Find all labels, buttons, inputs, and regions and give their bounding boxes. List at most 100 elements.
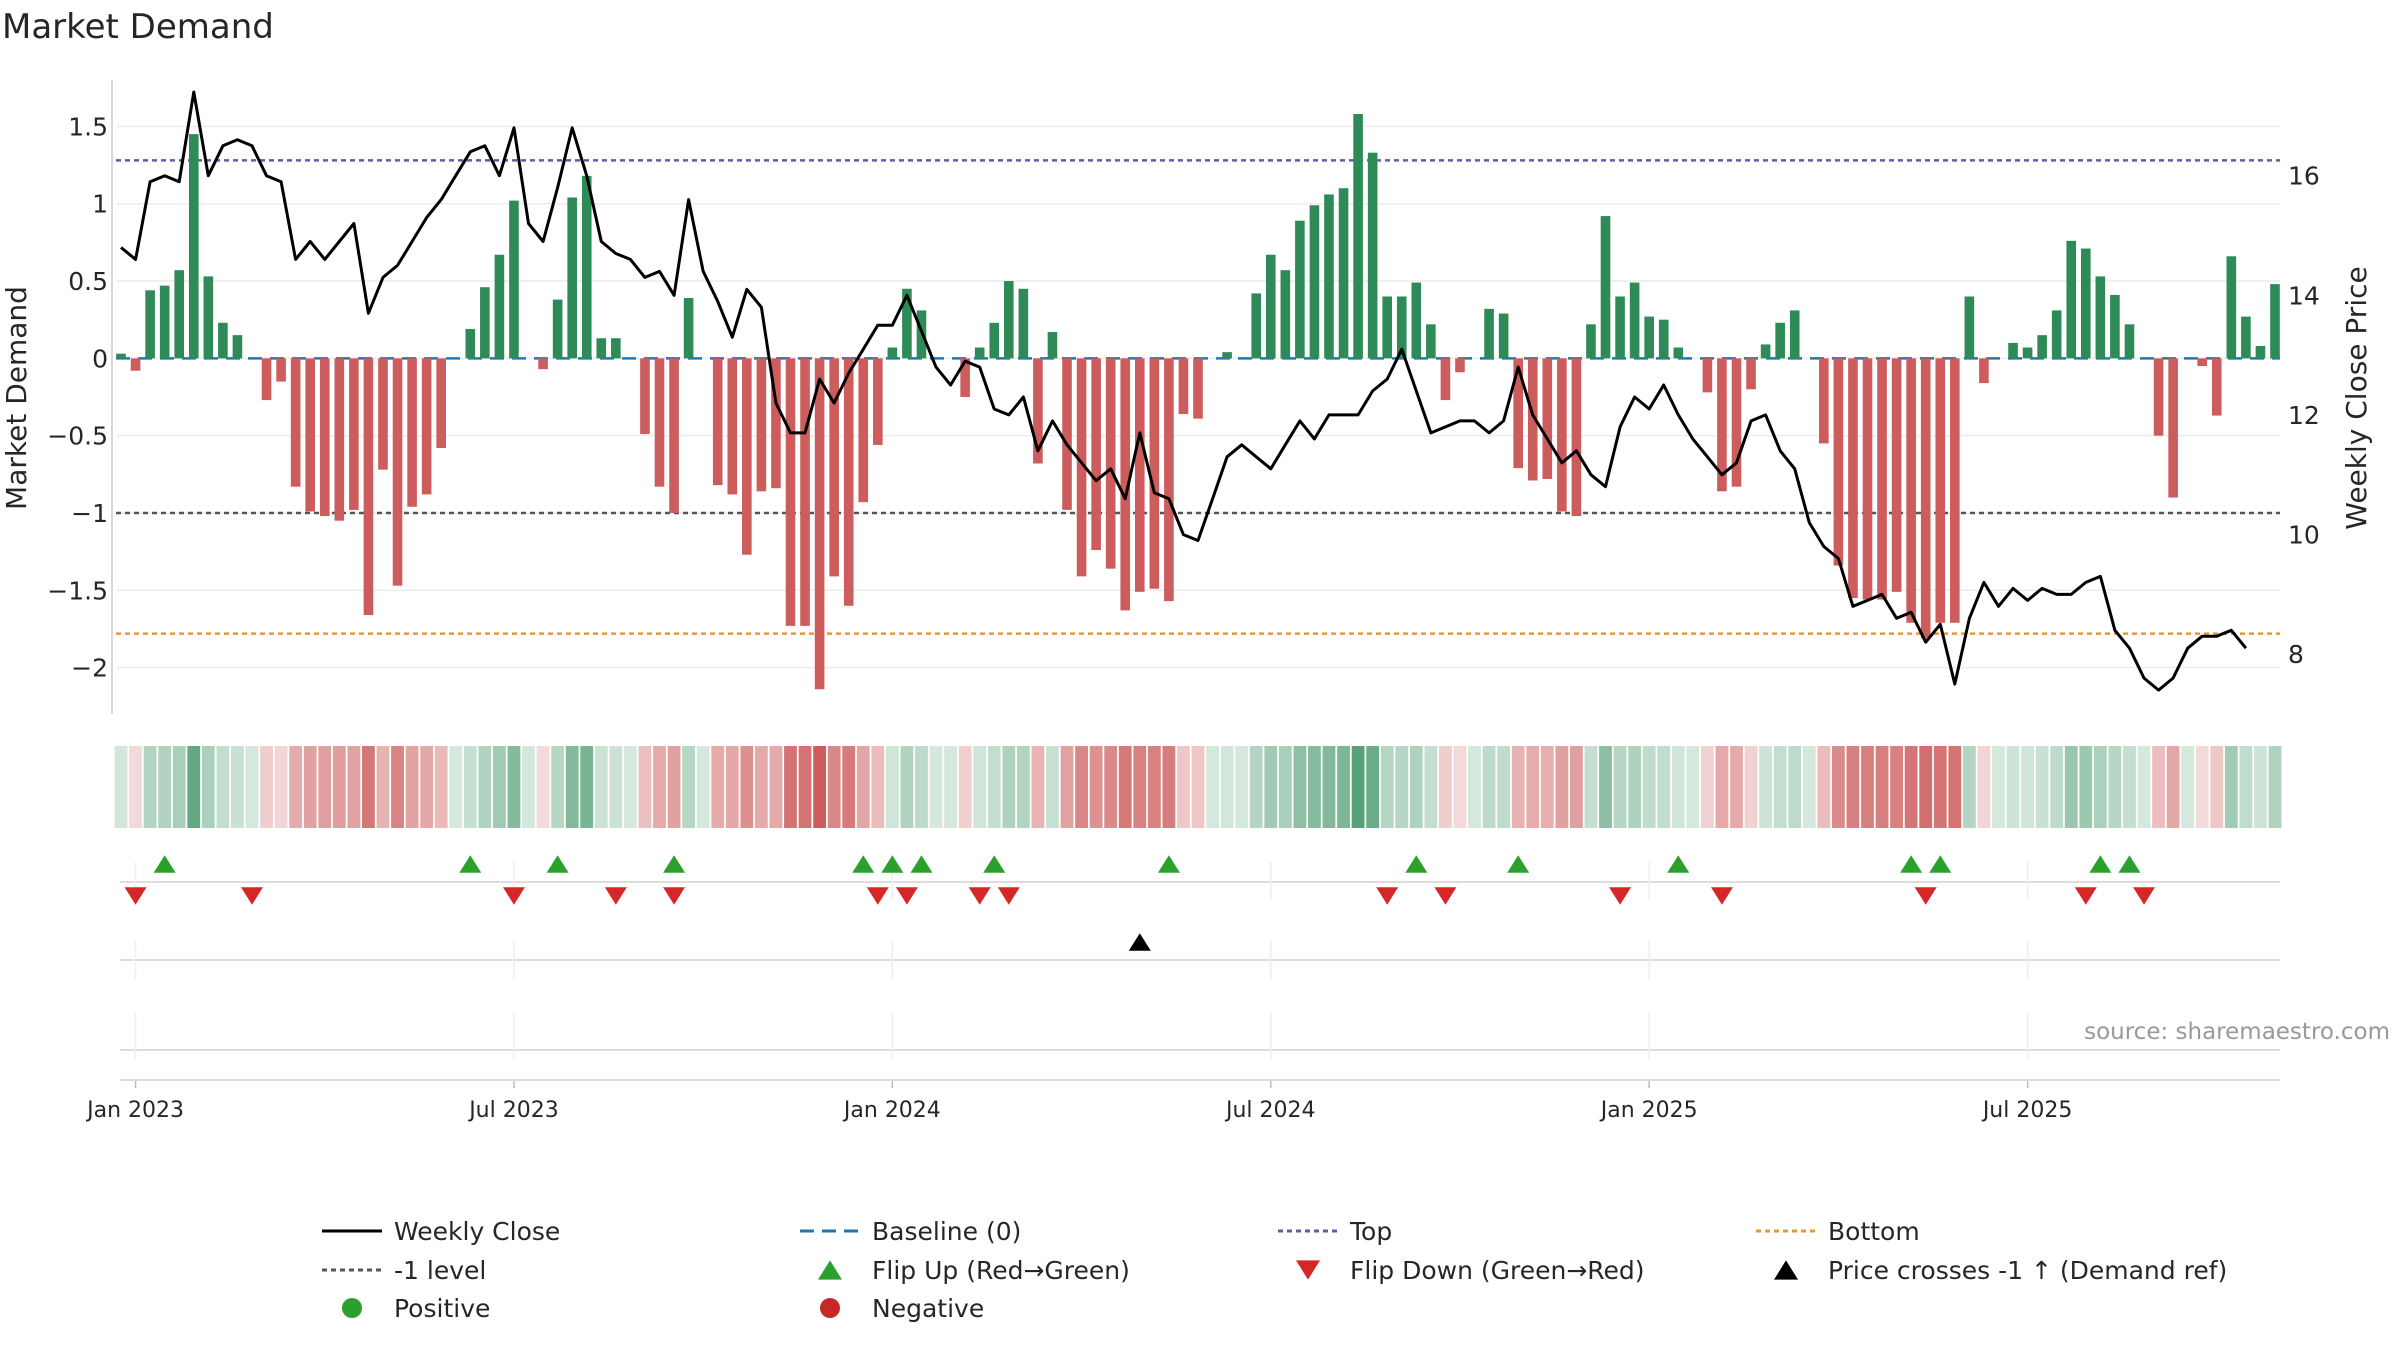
demand-bar bbox=[203, 276, 214, 359]
x-tick-label: Jul 2023 bbox=[467, 1098, 559, 1123]
flip-up-marker bbox=[2089, 855, 2112, 873]
legend-item: Flip Up (Red→Green) bbox=[872, 1256, 1130, 1285]
flip-down-marker bbox=[866, 887, 889, 905]
flip-up-marker bbox=[2118, 855, 2141, 873]
heat-strip-cell bbox=[1919, 746, 1933, 828]
flip-up-marker bbox=[1507, 855, 1530, 873]
heat-strip-cell bbox=[536, 746, 550, 828]
heat-strip-cell bbox=[653, 746, 666, 828]
heat-strip-cell bbox=[158, 746, 172, 828]
heat-strip-cell bbox=[420, 746, 434, 828]
legend-swatch-triangle-up bbox=[818, 1260, 842, 1280]
demand-bar bbox=[2051, 310, 2062, 359]
demand-bar bbox=[1105, 358, 1116, 569]
y-tick-label-left: 0 bbox=[92, 344, 108, 373]
demand-bar bbox=[989, 322, 1000, 359]
weekly-close-line bbox=[120, 90, 2248, 692]
x-tick-label: Jan 2023 bbox=[85, 1098, 184, 1123]
heat-strip-cell bbox=[1613, 746, 1627, 828]
weekly-close-series bbox=[120, 90, 2248, 692]
flip-down-marker bbox=[124, 887, 147, 905]
heat-strip-cell bbox=[1671, 746, 1685, 828]
demand-bar bbox=[1367, 152, 1378, 359]
flip-markers bbox=[120, 855, 2280, 1081]
heat-strip-cell bbox=[434, 746, 448, 828]
demand-bar bbox=[1848, 358, 1858, 599]
heat-strip-cell bbox=[1264, 746, 1278, 828]
heat-strip-cell bbox=[1773, 746, 1787, 828]
demand-bar bbox=[407, 358, 417, 507]
demand-bar bbox=[116, 353, 126, 359]
flip-up-marker bbox=[852, 855, 875, 873]
heat-strip-cell bbox=[1366, 746, 1380, 828]
demand-bar bbox=[1193, 358, 1203, 419]
demand-bar bbox=[1149, 358, 1160, 589]
heat-strip-cell bbox=[201, 746, 215, 828]
legend-item: Price crosses -1 ↑ (Demand ref) bbox=[1828, 1256, 2227, 1285]
flip-up-marker bbox=[1929, 855, 1952, 873]
heat-strip-cell bbox=[1453, 746, 1467, 828]
demand-bar bbox=[1076, 358, 1087, 577]
heat-strip-cell bbox=[449, 746, 463, 828]
flip-down-marker bbox=[2074, 887, 2097, 905]
heat-strip-cell bbox=[638, 746, 652, 828]
demand-bar bbox=[800, 358, 810, 626]
demand-bar bbox=[1571, 358, 1582, 517]
heat-strip-cell bbox=[187, 746, 201, 828]
heat-strip-cell bbox=[172, 746, 186, 828]
demand-bar bbox=[1062, 358, 1072, 510]
demand-bar bbox=[465, 328, 476, 359]
y-tick-label-left: −1.5 bbox=[47, 576, 108, 605]
demand-bar bbox=[1950, 358, 1960, 623]
heat-strip-cell bbox=[1657, 746, 1671, 828]
heat-strip-cell bbox=[813, 746, 826, 828]
heat-strip-cell bbox=[711, 746, 725, 828]
y-tick-label-right: 8 bbox=[2288, 640, 2304, 669]
heat-strip-cell bbox=[2035, 746, 2049, 828]
heat-strip-cell bbox=[594, 746, 608, 828]
y-tick-label-left: −1 bbox=[71, 499, 108, 528]
demand-bar bbox=[1309, 205, 1320, 359]
heat-strip-cell bbox=[784, 746, 797, 828]
demand-bar bbox=[1819, 358, 1829, 444]
heat-strip-cell bbox=[391, 746, 404, 828]
heat-strip-cell bbox=[871, 746, 885, 828]
demand-bar bbox=[1964, 296, 1975, 359]
heat-strip-cell bbox=[740, 746, 754, 828]
heat-strip-cell bbox=[1089, 746, 1103, 828]
demand-bar bbox=[2241, 316, 2251, 359]
heat-strip-cell bbox=[245, 746, 259, 828]
flip-down-marker bbox=[502, 887, 525, 905]
heat-strip-cell bbox=[1817, 746, 1831, 828]
heat-strip-cell bbox=[623, 746, 637, 828]
demand-bar bbox=[1542, 358, 1553, 479]
demand-bar bbox=[2095, 276, 2106, 359]
demand-bar bbox=[145, 290, 155, 359]
demand-bar bbox=[1134, 358, 1145, 592]
heat-strip-cell bbox=[1570, 746, 1583, 828]
demand-bar bbox=[436, 358, 446, 449]
heat-strip-cell bbox=[2006, 746, 2020, 828]
demand-bar bbox=[552, 299, 563, 359]
demand-bar bbox=[2197, 358, 2208, 367]
heat-strip-cell bbox=[1075, 746, 1088, 828]
heat-strip-cell bbox=[1104, 746, 1118, 828]
heat-strip-cell bbox=[2021, 746, 2034, 828]
heat-strip-cell bbox=[1511, 746, 1525, 828]
demand-bar bbox=[363, 358, 374, 616]
heat-strip-cell bbox=[1700, 746, 1714, 828]
demand-bar bbox=[174, 270, 185, 359]
demand-bar bbox=[1527, 358, 1538, 481]
demand-bar bbox=[1615, 296, 1625, 359]
heat-strip-cell bbox=[114, 746, 128, 828]
heat-strip-cell bbox=[1002, 746, 1016, 828]
demand-bar bbox=[2110, 294, 2120, 359]
demand-bar bbox=[1324, 194, 1334, 359]
demand-bar bbox=[771, 358, 781, 489]
demand-bar bbox=[2226, 256, 2237, 359]
heat-strip-cell bbox=[274, 746, 288, 828]
x-tick-label: Jan 2024 bbox=[842, 1098, 941, 1123]
y-tick-label-left: 0.5 bbox=[68, 267, 108, 296]
price-cross-marker bbox=[1128, 933, 1151, 951]
